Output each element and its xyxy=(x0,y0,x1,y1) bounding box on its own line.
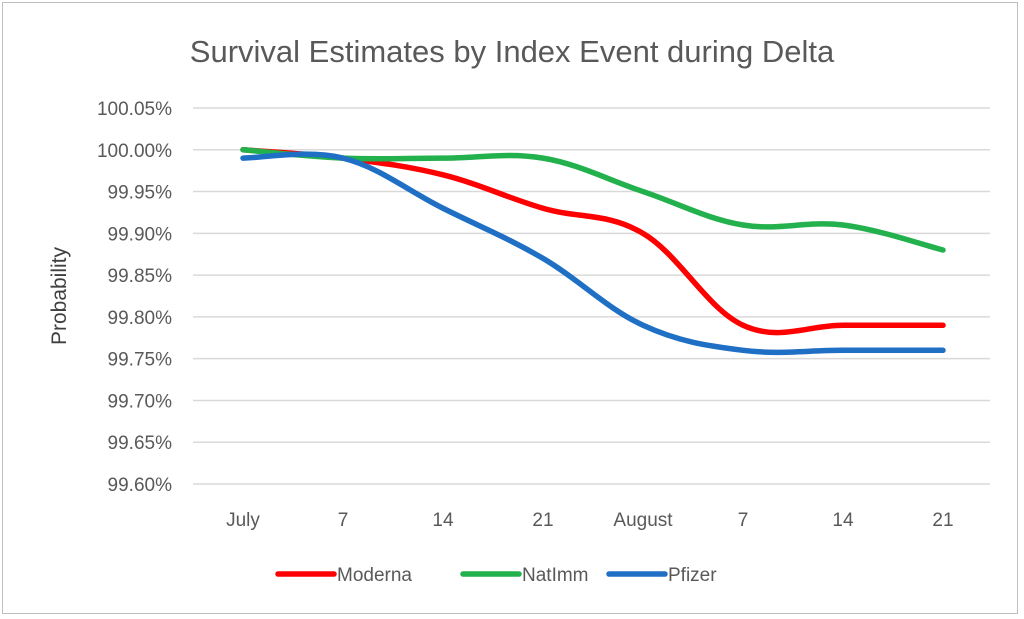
y-tick-label: 99.75% xyxy=(108,350,173,371)
x-tick-label: 7 xyxy=(738,510,749,531)
y-tick-label: 99.70% xyxy=(108,391,173,412)
y-tick-label: 99.80% xyxy=(108,308,173,329)
legend-label-moderna: Moderna xyxy=(337,565,412,586)
y-axis-title: Probability xyxy=(48,246,71,345)
x-tick-label: August xyxy=(613,510,673,531)
x-tick-label: 21 xyxy=(532,510,553,531)
y-tick-label: 99.95% xyxy=(108,183,173,204)
x-tick-label: 14 xyxy=(432,510,454,531)
gridlines xyxy=(193,107,990,485)
x-tick-label: 7 xyxy=(338,510,349,531)
x-tick-label: 21 xyxy=(932,510,953,531)
series-line-natimm xyxy=(240,147,946,253)
y-tick-label: 99.60% xyxy=(108,475,173,496)
series-line-moderna xyxy=(240,147,946,336)
chart-title: Survival Estimates by Index Event during… xyxy=(190,34,835,69)
y-tick-label: 99.90% xyxy=(108,224,173,245)
x-tick-labels: July 7 14 21 August 7 14 21 xyxy=(226,510,953,531)
series-lines xyxy=(240,147,946,356)
y-tick-labels: 100.05% 100.00% 99.95% 99.90% 99.85% 99.80% 99… xyxy=(97,99,172,496)
y-tick-label: 100.05% xyxy=(97,99,172,120)
series-line-pfizer xyxy=(240,151,946,356)
x-tick-label: 14 xyxy=(832,510,854,531)
legend: Moderna NatImm Pfizer xyxy=(275,565,717,586)
y-tick-label: 99.65% xyxy=(108,433,173,454)
y-tick-label: 99.85% xyxy=(108,266,173,287)
x-tick-label: July xyxy=(226,510,260,531)
legend-label-pfizer: Pfizer xyxy=(668,565,717,586)
y-tick-label: 100.00% xyxy=(97,141,172,162)
legend-label-natimm: NatImm xyxy=(522,565,589,586)
